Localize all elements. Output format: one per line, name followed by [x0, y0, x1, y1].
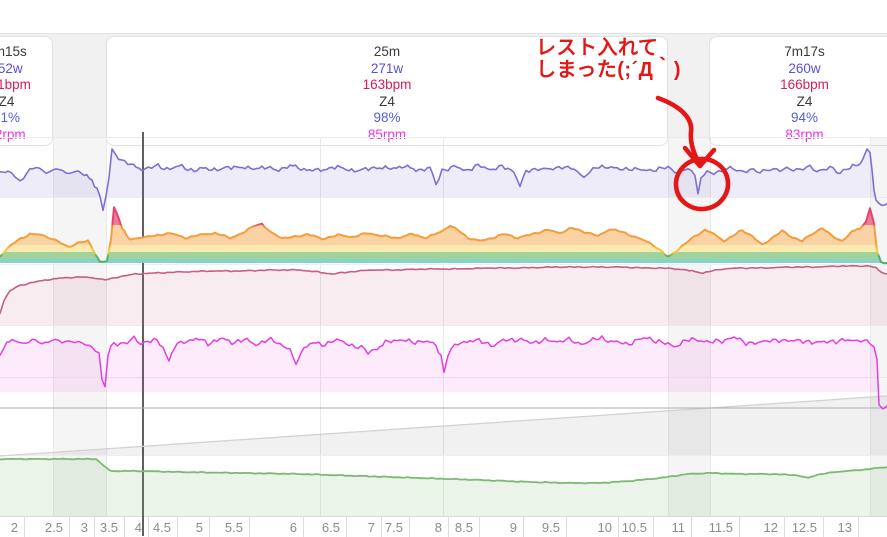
lap-duration: 7m17s [784, 44, 825, 59]
horizontal-gridline [0, 264, 887, 265]
x-tick-label: 9 [509, 520, 517, 535]
lap-avg-cadence: 82rpm [0, 126, 26, 142]
x-tick-label: 5 [195, 520, 203, 535]
horizontal-gridline [0, 377, 887, 378]
x-tick-cell-border [94, 517, 95, 537]
lap-avg-power: 260w [788, 60, 821, 76]
x-tick-label: 12.5 [791, 520, 817, 535]
x-tick-label: 10.5 [621, 520, 647, 535]
x-tick-label: 2 [10, 520, 18, 535]
lap-highlight-band [870, 137, 887, 516]
horizontal-gridline [0, 455, 887, 456]
vertical-gridline [710, 137, 711, 516]
x-tick-label: 12 [763, 520, 778, 535]
vertical-gridline [443, 137, 444, 516]
lap-avg-power: 252w [0, 60, 23, 76]
x-tick-label: 4 [134, 520, 142, 535]
x-tick-cell-border [303, 517, 304, 537]
lap-zone: Z4 [796, 93, 813, 109]
x-tick-cell-border [148, 517, 149, 537]
horizontal-gridline [0, 197, 887, 198]
lap-card-1[interactable]: 2m15s 252w 131bpm Z4 91% 82rpm [0, 36, 53, 146]
vertical-gridline [106, 137, 107, 516]
x-axis-distance: 2 2.5 3 3.5 4 4.5 5 5.5 6 6.5 7 7.5 8 8.5 9 9.5 10 10.5 11… [0, 516, 887, 537]
x-tick-label: 3 [80, 520, 88, 535]
x-tick-cell-border [523, 517, 524, 537]
lap-duration: 25m [373, 44, 401, 59]
x-tick-label: 2.5 [44, 520, 63, 535]
x-tick-cell-border [69, 517, 70, 537]
lap-avg-cadence: 83rpm [785, 126, 824, 142]
x-tick-label: 11.5 [708, 520, 733, 535]
vertical-gridline [53, 137, 54, 516]
x-tick-cell-border [346, 517, 347, 537]
x-tick-cell-border [739, 517, 740, 537]
x-tick-cell-border [177, 517, 178, 537]
vertical-gridline [870, 137, 871, 516]
x-tick-label: 9.5 [541, 520, 560, 535]
x-tick-label: 8.5 [454, 520, 473, 535]
lap-avg-hr: 163bpm [362, 77, 412, 92]
lap-zone: Z4 [379, 93, 395, 109]
lap-zone: Z4 [0, 93, 15, 109]
horizontal-gridline [0, 137, 887, 138]
x-tick-cell-border [566, 517, 567, 537]
lap-intensity: 94% [790, 110, 819, 125]
x-tick-label: 5.5 [224, 520, 243, 535]
lap-avg-cadence: 85rpm [367, 126, 407, 142]
x-tick-cell-border [381, 517, 382, 537]
x-tick-cell-border [448, 517, 449, 537]
x-tick-label: 3.5 [99, 520, 118, 535]
x-tick-cell-border [784, 517, 785, 537]
x-tick-label: 4.5 [152, 520, 171, 535]
x-tick-cell-border [479, 517, 480, 537]
x-tick-cell-border [653, 517, 654, 537]
lap-card-2[interactable]: 25m 271w 163bpm Z4 98% 85rpm [106, 36, 668, 146]
x-tick-cell-border [249, 517, 250, 537]
lap-duration: 2m15s [0, 44, 27, 59]
x-tick-label: 10 [597, 520, 612, 535]
x-tick-label: 13 [837, 520, 852, 535]
lap-highlight-band [668, 137, 710, 516]
x-tick-cell-border [691, 517, 692, 537]
lap-cards-row: 2m15s 252w 131bpm Z4 91% 82rpm 25m 271w … [0, 34, 887, 146]
lap-avg-power: 271w [370, 60, 404, 76]
x-tick-cell-border [124, 517, 125, 537]
lap-highlight-band [53, 137, 106, 516]
lap-avg-hr: 131bpm [0, 77, 31, 92]
x-tick-label: 8 [434, 520, 442, 535]
x-tick-cell-border [823, 517, 824, 537]
top-blank-bar [0, 0, 887, 34]
x-tick-cell-border [409, 517, 410, 537]
x-tick-label: 6.5 [321, 520, 340, 535]
chart-cursor-line[interactable] [142, 132, 144, 536]
x-tick-cell-border [209, 517, 210, 537]
x-tick-cell-border [24, 517, 25, 537]
vertical-gridline [320, 137, 321, 516]
x-tick-label: 7.5 [384, 520, 403, 535]
x-tick-label: 6 [289, 520, 297, 535]
x-tick-cell-border [618, 517, 619, 537]
lap-intensity: 98% [373, 110, 401, 125]
x-tick-cell-border [858, 517, 859, 537]
horizontal-gridline [0, 325, 887, 326]
vertical-gridline [668, 137, 669, 516]
x-tick-label: 11 [671, 520, 686, 535]
lap-card-3[interactable]: 7m17s 260w 166bpm Z4 94% 83rpm [709, 36, 887, 146]
x-tick-label: 7 [367, 520, 375, 535]
lap-intensity: 91% [0, 110, 21, 125]
lap-avg-hr: 166bpm [780, 77, 829, 92]
